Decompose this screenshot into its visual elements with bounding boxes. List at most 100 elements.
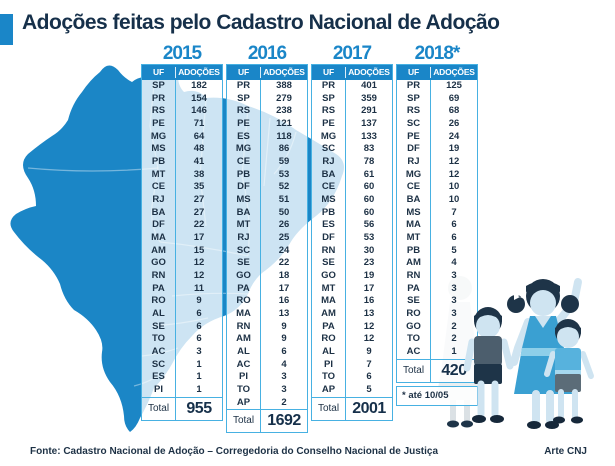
adoptions-cell: 15 xyxy=(193,244,205,256)
table-row: PE 137 xyxy=(312,118,392,131)
adoptions-cell: 17 xyxy=(193,232,205,244)
adoptions-cell: 25 xyxy=(278,232,290,244)
uf-cell: SE xyxy=(312,257,346,271)
uf-cell: PB xyxy=(142,156,176,169)
table-row: MT 17 xyxy=(312,282,392,296)
adoptions-cell: 4 xyxy=(451,257,457,269)
table-body: PR 125 SP 69 RS 68 SC 26 PE 24 DF 19 RJ 12 MG 12 CE 10 BA 1… xyxy=(397,80,477,359)
adoptions-cell: 18 xyxy=(278,270,290,282)
uf-cell: MG xyxy=(227,143,261,157)
table-row: RN 3 xyxy=(397,270,477,283)
table-row: AP 5 xyxy=(312,384,392,397)
adocoes-column-header: ADOÇÕES xyxy=(263,67,305,77)
table-header: UF ADOÇÕES xyxy=(142,65,222,80)
table-row: RJ 27 xyxy=(142,194,222,207)
table-row: RS 238 xyxy=(227,105,307,119)
table-2017: 2017 UF ADOÇÕES PR 401 SP 359 RS 291 PE 137 MG 13… xyxy=(311,44,393,421)
total-row: Total 2001 xyxy=(312,396,392,420)
uf-cell: SE xyxy=(397,295,431,309)
table-row: RJ 25 xyxy=(227,232,307,245)
table-row: PI 3 xyxy=(227,371,307,385)
table-row: PB 53 xyxy=(227,168,307,182)
uf-cell: RS xyxy=(142,105,176,119)
table-row: AL 6 xyxy=(227,346,307,359)
adoptions-cell: 182 xyxy=(191,80,207,91)
adoptions-cell: 10 xyxy=(448,194,460,206)
table-row: PR 388 xyxy=(227,80,307,93)
table-row: SP 182 xyxy=(142,80,222,93)
adoptions-cell: 9 xyxy=(366,346,372,358)
total-value: 955 xyxy=(186,399,212,417)
adoptions-cell: 137 xyxy=(361,118,377,130)
adoptions-cell: 1 xyxy=(196,384,202,396)
uf-cell: RS xyxy=(312,105,346,119)
table-row: PA 11 xyxy=(142,282,222,296)
table-row: SP 279 xyxy=(227,92,307,106)
adoptions-cell: 12 xyxy=(363,320,375,332)
table-row: RN 30 xyxy=(312,244,392,258)
adoptions-cell: 2 xyxy=(451,320,457,332)
table-row: GO 2 xyxy=(397,320,477,334)
table-row: ES 56 xyxy=(312,219,392,233)
uf-cell: AP xyxy=(312,384,346,397)
adoptions-cell: 30 xyxy=(363,244,375,256)
table-row: PA 12 xyxy=(312,320,392,334)
uf-cell: AL xyxy=(312,346,346,359)
table-row: DF 52 xyxy=(227,181,307,195)
uf-cell: SC xyxy=(142,358,176,372)
adoptions-cell: 6 xyxy=(281,346,287,358)
adoptions-cell: 9 xyxy=(281,333,287,345)
adoptions-cell: 24 xyxy=(278,244,290,256)
table-row: PI 7 xyxy=(312,358,392,372)
uf-cell: RS xyxy=(397,105,431,119)
adoptions-cell: 16 xyxy=(278,295,290,307)
table-row: RO 3 xyxy=(397,308,477,321)
adoptions-cell: 125 xyxy=(446,80,462,91)
adoptions-cell: 16 xyxy=(363,295,375,307)
uf-cell: RO xyxy=(227,295,261,309)
year-label-2018: 2018* xyxy=(414,43,461,64)
uf-cell: SC xyxy=(312,143,346,157)
table-row: PB 60 xyxy=(312,206,392,220)
uf-cell: PE xyxy=(397,130,431,144)
adoptions-cell: 118 xyxy=(276,130,292,142)
adoptions-cell: 53 xyxy=(363,232,375,244)
uf-cell: MT xyxy=(397,232,431,245)
uf-cell: AC xyxy=(227,358,261,372)
uf-cell: BA xyxy=(312,168,346,182)
uf-cell: DF xyxy=(312,232,346,245)
table-row: SP 69 xyxy=(397,92,477,106)
uf-cell: RN xyxy=(142,270,176,283)
total-row: Total 1692 xyxy=(227,409,307,433)
adoptions-cell: 24 xyxy=(448,130,460,142)
table-row: RN 9 xyxy=(227,320,307,334)
uf-cell: PB xyxy=(227,168,261,182)
title-accent-square xyxy=(0,14,13,45)
adoptions-cell: 64 xyxy=(193,130,205,142)
uf-cell: CE xyxy=(312,181,346,195)
table-row: CE 35 xyxy=(142,181,222,195)
table-header: UF ADOÇÕES xyxy=(312,65,392,80)
adoptions-cell: 3 xyxy=(451,282,457,294)
adoptions-cell: 12 xyxy=(448,156,460,168)
table-row: SC 1 xyxy=(142,358,222,372)
uf-cell: AL xyxy=(227,346,261,359)
uf-cell: RN xyxy=(312,244,346,258)
adoptions-cell: 50 xyxy=(278,206,290,218)
uf-cell: RN xyxy=(397,270,431,283)
table-row: BA 10 xyxy=(397,194,477,207)
table-row: RS 68 xyxy=(397,105,477,119)
adoptions-cell: 1 xyxy=(196,358,202,370)
adoptions-cell: 26 xyxy=(278,219,290,231)
table-header: UF ADOÇÕES xyxy=(397,65,477,80)
adoptions-cell: 279 xyxy=(276,92,292,104)
adoptions-cell: 13 xyxy=(278,308,290,320)
table-row: CE 59 xyxy=(227,156,307,169)
art-credit: Arte CNJ xyxy=(544,446,587,457)
adoptions-cell: 4 xyxy=(281,358,287,370)
uf-cell: PE xyxy=(227,118,261,131)
adoptions-cell: 83 xyxy=(363,143,375,155)
left-boy-figure xyxy=(463,307,514,423)
adoptions-cell: 6 xyxy=(196,320,202,332)
adoptions-cell: 27 xyxy=(193,206,205,218)
